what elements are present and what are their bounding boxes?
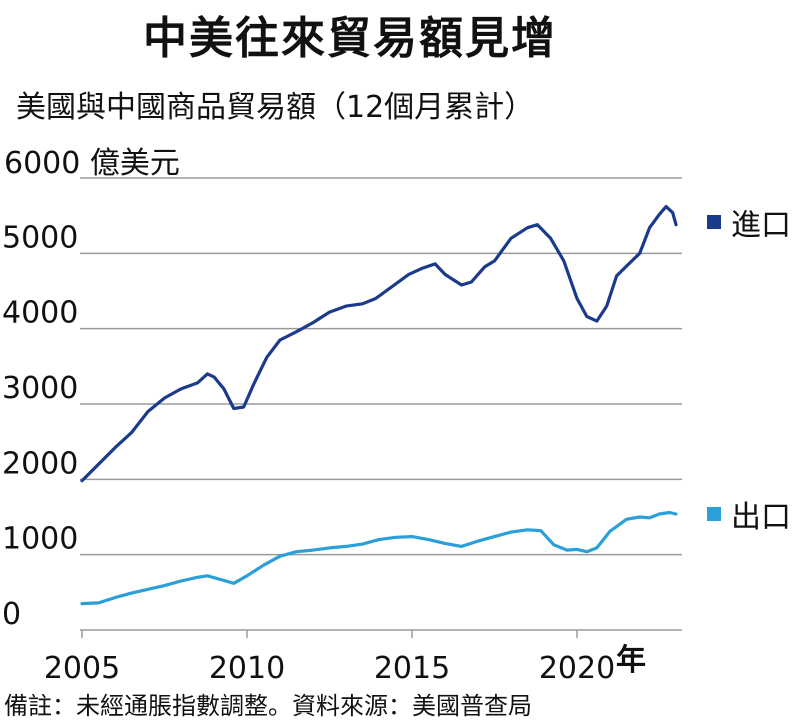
y-tick-label-5000: 5000 xyxy=(2,220,78,255)
y-tick-label-3000: 3000 xyxy=(2,371,78,406)
series-line-imports xyxy=(80,205,678,483)
legend-label-imports: 進口 xyxy=(731,208,791,243)
y-tick-label-2000: 2000 xyxy=(2,446,78,481)
legend-label-exports: 出口 xyxy=(731,500,791,535)
legend-item-imports: 進口 xyxy=(707,200,791,244)
y-tick-label-4000: 4000 xyxy=(2,296,78,331)
x-axis-unit-label: 年 xyxy=(616,643,646,678)
x-tick-label-2020: 2020 xyxy=(539,651,615,686)
y-tick-label-0: 0 xyxy=(2,597,21,632)
y-tick-label-1000: 1000 xyxy=(2,522,78,557)
chart-subtitle: 美國與中國商品貿易額（12個月累計） xyxy=(16,90,535,125)
y-axis-unit: 億美元 xyxy=(89,146,180,181)
footnote: 備註：未經通脹指數調整。資料來源：美國普查局 xyxy=(4,692,532,720)
x-tick-label-2010: 2010 xyxy=(209,651,285,686)
y-tick-top-label: 6000 xyxy=(4,146,81,181)
legend-swatch-exports xyxy=(707,507,721,521)
x-tick-label-2005: 2005 xyxy=(44,651,120,686)
x-tick-label-2015: 2015 xyxy=(374,651,450,686)
chart-title: 中美往來貿易額見增 xyxy=(143,13,557,64)
legend-item-exports: 出口 xyxy=(707,492,791,536)
legend-swatch-imports xyxy=(707,215,721,229)
y-axis-unit-label: 6000 億美元 xyxy=(4,138,180,182)
series-line-exports xyxy=(80,510,678,606)
